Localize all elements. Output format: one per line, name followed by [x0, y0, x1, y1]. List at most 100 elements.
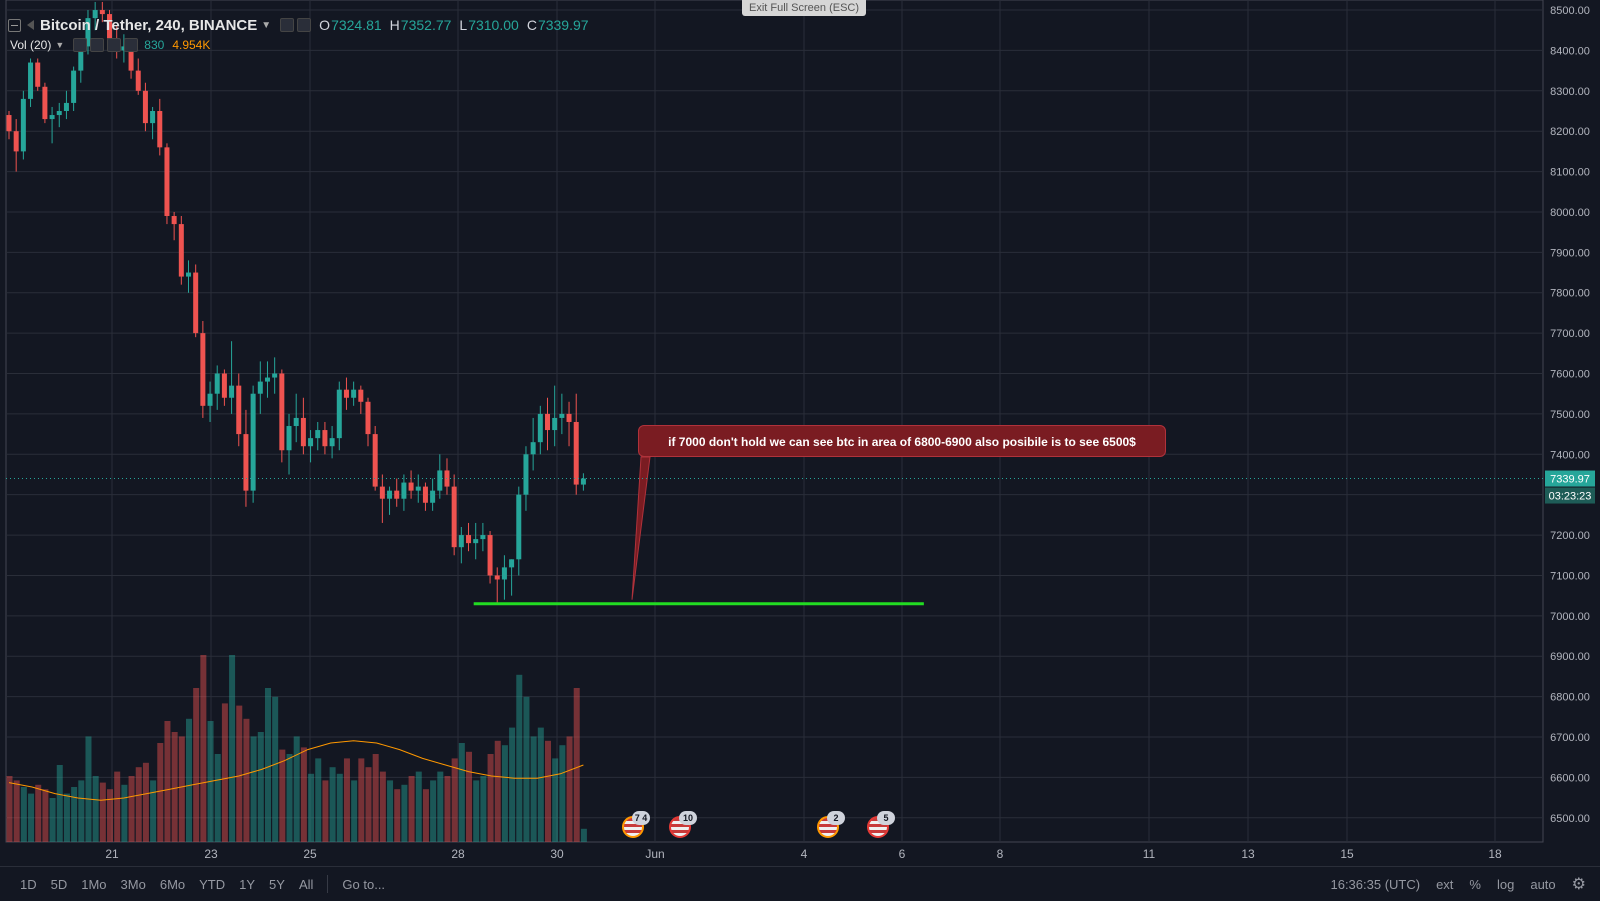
last-price-label: 7339.97 [1550, 474, 1590, 486]
low-label: L [459, 17, 468, 33]
candle-body [272, 373, 278, 378]
more-icon[interactable] [124, 38, 139, 52]
candle-body [236, 385, 242, 435]
goto-button[interactable]: Go to... [342, 876, 386, 892]
volume-bar [580, 828, 587, 842]
volume-bar [229, 655, 236, 842]
candle-body [164, 147, 170, 217]
volume-bar [293, 736, 300, 842]
event-us-flag-icon[interactable]: 2 [817, 811, 845, 838]
y-axis-tick-label: 7900.00 [1550, 247, 1590, 259]
event-us-flag-icon[interactable]: 7 4 [622, 811, 650, 838]
candle-body [229, 385, 235, 398]
volume-bar [142, 762, 149, 842]
volume-bar [343, 758, 350, 842]
volume-bar [387, 780, 394, 842]
volume-bar [559, 745, 566, 842]
candle-body [63, 102, 69, 112]
candle-body [537, 413, 543, 443]
chevron-down-icon[interactable]: ▼ [261, 19, 272, 31]
candle-body [107, 14, 113, 39]
volume-bar [480, 776, 487, 842]
range-1d[interactable]: 1D [20, 876, 37, 892]
event-us-flag-icon[interactable]: 10 [669, 811, 697, 838]
x-axis-tick-label: 18 [1488, 847, 1502, 861]
candle-body [279, 373, 285, 451]
volume-bar [171, 732, 178, 842]
y-axis-tick-label: 6900.00 [1550, 651, 1590, 663]
range-6mo[interactable]: 6Mo [159, 876, 186, 892]
volume-bar [257, 732, 264, 842]
candle-body [458, 535, 464, 548]
candle-body [121, 46, 127, 51]
eye-icon[interactable] [280, 18, 295, 32]
utc-clock[interactable]: 16:36:35 (UTC) [1330, 876, 1421, 892]
collapse-icon[interactable] [8, 18, 21, 32]
volume-bar [250, 736, 257, 842]
candle-body [487, 535, 493, 576]
volume-bar [408, 776, 415, 842]
y-axis-tick-label: 7100.00 [1550, 570, 1590, 582]
candle-body [178, 224, 184, 277]
event-us-flag-icon[interactable]: 5 [867, 811, 895, 838]
candle-body [437, 470, 443, 491]
settings-icon[interactable] [297, 18, 312, 32]
candle-body [171, 216, 177, 225]
candle-body [466, 535, 472, 544]
close-label: C [526, 17, 537, 33]
range-ytd[interactable]: YTD [199, 876, 226, 892]
range-all[interactable]: All [298, 876, 314, 892]
gear-icon[interactable]: ⚙ [1571, 876, 1586, 893]
percent-toggle[interactable]: % [1469, 876, 1481, 892]
flag-icon[interactable] [27, 20, 34, 30]
y-axis-tick-label: 8500.00 [1550, 5, 1590, 17]
volume-bar [128, 776, 135, 842]
volume-ma-line [8, 740, 584, 801]
volume-bar [451, 758, 458, 842]
candle-body [264, 377, 270, 382]
x-axis-tick-label: Jun [645, 847, 664, 861]
volume-bar [236, 705, 243, 842]
low-value: 7310.00 [468, 17, 519, 33]
settings-icon[interactable] [90, 38, 105, 52]
volume-bar [164, 721, 171, 842]
volume-bar [78, 780, 85, 842]
log-toggle[interactable]: log [1496, 876, 1515, 892]
candle-body [42, 86, 48, 120]
volume-label[interactable]: Vol (20) [10, 38, 52, 52]
volume-bar [85, 736, 92, 842]
volume-bar [214, 754, 221, 842]
symbol-name[interactable]: Bitcoin / Tether, 240, BINANCE [40, 16, 258, 34]
candle-body [501, 567, 507, 580]
candle-body [408, 482, 414, 491]
range-1y[interactable]: 1Y [239, 876, 256, 892]
range-5y[interactable]: 5Y [269, 876, 285, 892]
volume-bar [516, 674, 523, 842]
volume-bar [6, 776, 13, 842]
volume-bar [430, 780, 437, 842]
range-3mo[interactable]: 3Mo [120, 876, 146, 892]
close-icon[interactable] [107, 38, 122, 52]
exit-fullscreen-button[interactable]: Exit Full Screen (ESC) [742, 0, 866, 16]
candle-body [49, 115, 55, 120]
y-axis-tick-label: 7600.00 [1550, 369, 1590, 381]
x-axis-tick-label: 25 [303, 847, 317, 861]
volume-legend: Vol (20) ▼ 830 4.954K [10, 38, 210, 52]
volume-bar [573, 688, 580, 842]
candle-body [580, 478, 586, 485]
auto-toggle[interactable]: auto [1530, 876, 1556, 892]
annotation-callout[interactable]: if 7000 don't hold we can see btc in are… [638, 425, 1166, 457]
volume-bar [135, 767, 142, 842]
volume-bar [200, 655, 207, 842]
eye-icon[interactable] [73, 38, 88, 52]
ext-toggle[interactable]: ext [1436, 876, 1454, 892]
range-1mo[interactable]: 1Mo [81, 876, 107, 892]
volume-ma-value: 4.954K [172, 38, 211, 52]
volume-bar [458, 743, 465, 842]
candle-body [214, 373, 220, 394]
volume-bar [372, 754, 379, 842]
x-axis-tick-label: 21 [105, 847, 119, 861]
price-chart[interactable]: 8500.00 8400.00 8300.00 8200.00 8100.00 8000.… [0, 0, 1600, 866]
range-5d[interactable]: 5D [50, 876, 68, 892]
chevron-down-icon[interactable]: ▼ [55, 40, 65, 50]
